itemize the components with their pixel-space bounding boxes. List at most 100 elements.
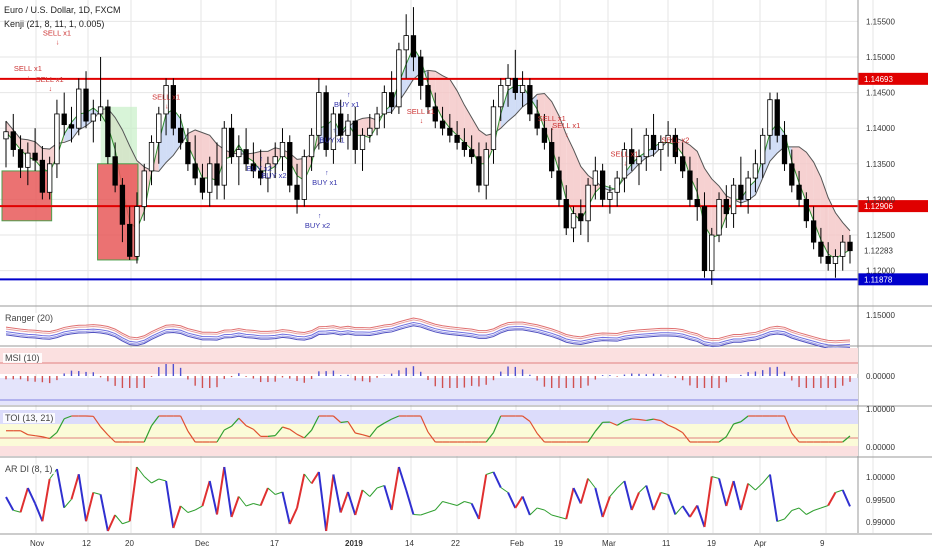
candle-body [360, 135, 365, 149]
y-tick-label: 1.12000 [866, 267, 895, 276]
candle-body [593, 171, 598, 185]
candle-body [207, 164, 212, 192]
candle-body [615, 178, 620, 192]
candle-body [411, 36, 416, 57]
candle-body [317, 93, 322, 136]
candle-body [244, 150, 249, 164]
sell-arrow-icon: ↓ [165, 104, 169, 111]
level-tag-label: 1.11878 [864, 275, 893, 284]
ardi-line [413, 515, 420, 516]
candle-body [157, 114, 162, 142]
x-tick-label: 20 [125, 539, 134, 548]
candle-body [462, 142, 467, 149]
signal-label: SELL x1 [610, 150, 638, 159]
y-tick-label: 1.13500 [866, 160, 895, 169]
level-tag-label: 1.14693 [864, 75, 893, 84]
candle-body [149, 142, 154, 170]
candle-body [797, 185, 802, 199]
candle-body [120, 185, 125, 224]
signal-label: BUY x1 [319, 135, 344, 144]
candle-body [178, 128, 183, 142]
toi-line [632, 419, 639, 420]
x-tick-label: Nov [30, 539, 44, 548]
buy-arrow-icon: ↑ [332, 127, 336, 134]
candle-body [811, 221, 816, 242]
candle-body [448, 128, 453, 135]
candle-body [84, 89, 89, 121]
toi-tick: 1.00000 [866, 405, 895, 414]
candle-body [55, 114, 60, 164]
candle-body [790, 164, 795, 185]
candle-body [586, 185, 591, 221]
pane-label-toi: TOI (13, 21) [3, 413, 55, 423]
x-tick-label: 17 [270, 539, 279, 548]
y-tick-label: 1.14500 [866, 89, 895, 98]
candle-body [469, 150, 474, 157]
candle-body [848, 242, 853, 251]
candle-body [600, 171, 605, 199]
candle-body [760, 135, 765, 163]
candle-body [644, 135, 649, 156]
candle-body [404, 36, 409, 50]
candle-body [26, 153, 31, 167]
candle-body [69, 125, 74, 129]
candle-body [680, 157, 685, 171]
buy-arrow-icon: ↑ [325, 170, 329, 177]
signal-label: SELL x1 [552, 121, 580, 130]
candle-body [193, 164, 198, 178]
x-tick-label: 14 [405, 539, 414, 548]
buy-arrow-icon: ↑ [318, 213, 322, 220]
candle-body [499, 85, 504, 106]
candle-body [491, 107, 496, 150]
candle-body [127, 224, 132, 256]
current-price-label: 1.12283 [864, 246, 893, 255]
candle-body [739, 185, 744, 199]
candle-body [338, 114, 343, 135]
candle-body [833, 256, 838, 263]
toi-upper-zone [0, 410, 858, 424]
candle-body [295, 185, 300, 199]
candle-body [302, 157, 307, 200]
sell-arrow-icon: ↓ [56, 40, 60, 47]
candle-body [506, 78, 511, 85]
candle-body [753, 164, 758, 178]
buy-arrow-icon: ↑ [274, 163, 278, 170]
candle-body [353, 121, 358, 149]
toi-lower-zone [0, 446, 858, 456]
candle-body [309, 135, 314, 156]
y-tick-label: 1.14000 [866, 124, 895, 133]
signal-label: BUY x1 [312, 178, 337, 187]
candle-body [440, 121, 445, 128]
candle-body [804, 199, 809, 220]
y-tick-label: 1.13000 [866, 195, 895, 204]
candle-body [826, 256, 831, 263]
candle-body [215, 164, 220, 185]
candle-body [222, 128, 227, 185]
x-tick-label: 9 [820, 539, 825, 548]
signal-label: SELL x1 [407, 107, 435, 116]
y-tick-label: 1.15000 [866, 53, 895, 62]
candle-body [106, 107, 111, 157]
pane-label-ranger: Ranger (20) [3, 313, 55, 323]
sell-arrow-icon: ↓ [565, 132, 569, 139]
candle-body [542, 128, 547, 142]
candle-body [40, 160, 45, 192]
candle-body [782, 135, 787, 163]
candle-body [564, 199, 569, 227]
x-tick-label: Dec [195, 539, 209, 548]
candle-body [717, 199, 722, 235]
candle-body [426, 85, 431, 106]
x-tick-label: 12 [82, 539, 91, 548]
candle-body [113, 157, 118, 185]
signal-label: SELL x1 [43, 29, 71, 38]
candle-body [840, 242, 845, 256]
x-tick-label: 22 [451, 539, 460, 548]
candle-body [768, 100, 773, 136]
candle-body [651, 135, 656, 149]
candle-body [186, 142, 191, 163]
ardi-tick: 1.00000 [866, 473, 895, 482]
candle-body [389, 93, 394, 107]
candle-body [11, 132, 16, 150]
